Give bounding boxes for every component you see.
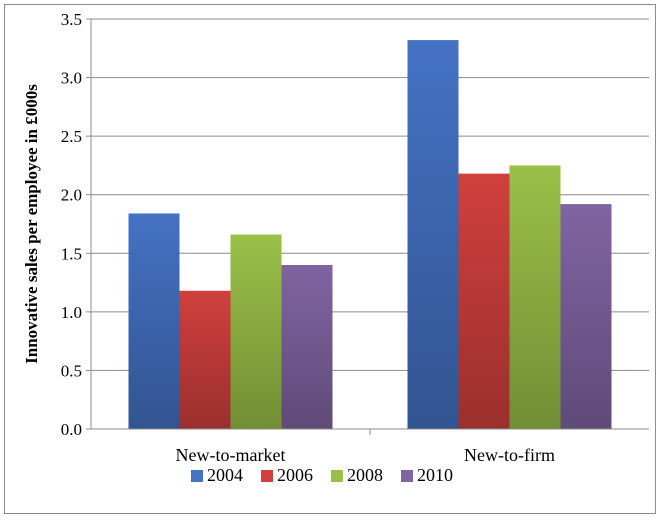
y-tick-label: 2.0 bbox=[61, 186, 82, 205]
y-tick-label: 2.5 bbox=[61, 127, 82, 146]
y-tick-label: 1.0 bbox=[61, 303, 82, 322]
x-category-labels: New-to-market New-to-firm bbox=[176, 445, 555, 465]
x-category-label: New-to-firm bbox=[464, 445, 555, 465]
legend-swatch-2006 bbox=[261, 470, 273, 482]
bar-2008-new-to-market bbox=[230, 234, 282, 429]
bar-2008-new-to-firm bbox=[509, 165, 561, 429]
y-tick-label: 3.5 bbox=[61, 10, 82, 29]
x-category-label: New-to-market bbox=[176, 445, 286, 465]
legend-label-2010: 2010 bbox=[417, 465, 453, 485]
bar-2004-new-to-firm bbox=[407, 40, 459, 429]
y-tick-label: 0.5 bbox=[61, 361, 82, 380]
chart-frame: 0.0 0.5 1.0 1.5 2.0 2.5 3.0 3.5 New-to-market Ne… bbox=[4, 4, 656, 514]
legend-swatch-2010 bbox=[401, 470, 413, 482]
y-tick-label: 0.0 bbox=[61, 420, 82, 439]
legend: 2004 2006 2008 2010 bbox=[191, 465, 453, 485]
axes bbox=[86, 18, 649, 435]
bar-2006-new-to-market bbox=[179, 290, 231, 429]
bar-chart: 0.00.51.01.52.02.53.03.5 New-to-market Ne… bbox=[22, 10, 649, 485]
bar-2006-new-to-firm bbox=[458, 173, 510, 429]
legend-swatch-2004 bbox=[191, 470, 203, 482]
y-tick-labels: 0.0 0.5 1.0 1.5 2.0 2.5 3.0 3.5 bbox=[61, 10, 82, 439]
legend-label-2004: 2004 bbox=[207, 465, 243, 485]
bar-2010-new-to-market bbox=[281, 265, 333, 429]
y-tick-label: 1.5 bbox=[61, 244, 82, 263]
y-axis-label: Innovative sales per employee in £000s bbox=[22, 84, 41, 364]
bar-2004-new-to-market bbox=[128, 213, 180, 429]
bar-2010-new-to-firm bbox=[560, 204, 612, 429]
legend-label-2006: 2006 bbox=[277, 465, 313, 485]
legend-swatch-2008 bbox=[331, 470, 343, 482]
bars bbox=[128, 40, 612, 429]
legend-label-2008: 2008 bbox=[347, 465, 383, 485]
y-tick-label: 3.0 bbox=[61, 69, 82, 88]
